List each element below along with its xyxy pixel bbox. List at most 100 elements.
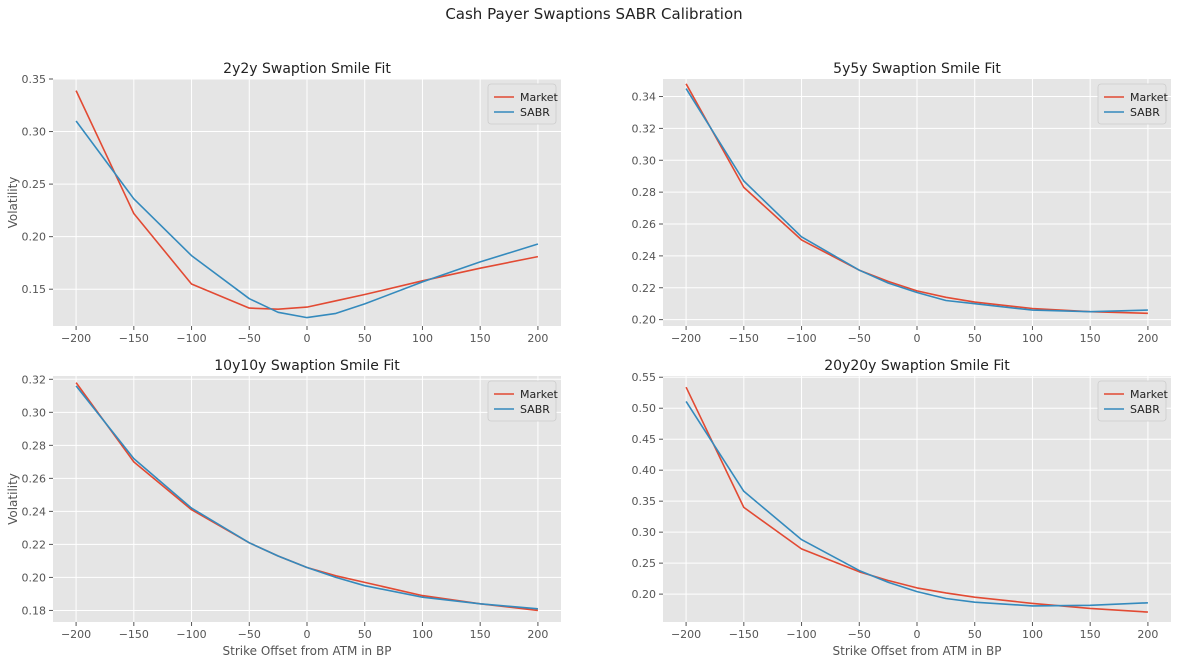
y-tick-label: 0.26 [632,218,657,231]
x-axis-label: Strike Offset from ATM in BP [223,644,392,658]
y-tick-label: 0.50 [632,402,657,415]
legend-box [1097,83,1167,125]
legend-box [1097,380,1167,422]
legend-label-market: Market [1130,91,1168,104]
y-tick-label: 0.24 [22,505,47,518]
y-tick-label: 0.55 [632,371,657,384]
chart-panel-4: −200 −150 −100 −50 0 50 100 150 200 0.20 0.25 0.30 0… [632,358,1171,658]
legend-label-sabr: SABR [520,403,550,416]
y-tick-label: 0.22 [632,282,657,295]
legend-label-market: Market [520,91,558,104]
x-tick-label: −150 [119,628,149,641]
x-tick-label: −200 [671,628,701,641]
y-tick-label: 0.22 [22,538,47,551]
x-tick-label: −50 [238,628,261,641]
x-tick-label: −200 [61,628,91,641]
x-tick-label: −100 [786,332,816,345]
y-tick-label: 0.26 [22,472,47,485]
y-axis-label: Volatility [6,473,20,525]
y-tick-label: 0.20 [22,231,47,244]
y-tick-label: 0.40 [632,464,657,477]
legend: Market SABR [487,83,558,125]
y-tick-label: 0.32 [632,122,657,135]
legend-label-sabr: SABR [1130,106,1160,119]
x-tick-label: 0 [304,628,311,641]
y-tick-label: 0.35 [632,495,657,508]
y-tick-label: 0.32 [22,373,47,386]
series-line-market [75,90,539,311]
y-tick-label: 0.18 [22,604,47,617]
series-line-sabr [685,88,1148,313]
x-tick-label: 100 [1022,332,1043,345]
figure-suptitle: Cash Payer Swaptions SABR Calibration [445,5,742,23]
series-line-sabr [75,120,539,319]
legend: Market SABR [1097,83,1168,125]
x-tick-label: −200 [671,332,701,345]
x-tick-label: −50 [848,332,871,345]
chart-panel-1: −200 −150 −100 −50 0 50 100 150 200 0.15 0.20 0.25 0… [6,61,561,345]
y-tick-label: 0.35 [22,73,47,86]
x-tick-label: 0 [304,332,311,345]
y-tick-label: 0.34 [632,91,657,104]
y-tick-label: 0.20 [632,588,657,601]
x-tick-label: 150 [470,332,491,345]
y-tick-label: 0.30 [632,526,657,539]
x-tick-label: 200 [1137,628,1158,641]
legend: Market SABR [1097,380,1168,422]
x-tick-label: −100 [786,628,816,641]
x-tick-label: 50 [358,332,372,345]
y-tick-label: 0.45 [632,433,657,446]
y-tick-label: 0.30 [22,126,47,139]
legend-label-sabr: SABR [1130,403,1160,416]
y-tick-label: 0.15 [22,283,47,296]
x-tick-label: 150 [1080,628,1101,641]
y-tick-label: 0.24 [632,250,657,263]
x-tick-label: 50 [968,332,982,345]
x-tick-label: 100 [412,628,433,641]
x-tick-label: 100 [1022,628,1043,641]
chart-title: 5y5y Swaption Smile Fit [833,61,1001,77]
x-tick-label: 100 [412,332,433,345]
x-tick-label: 50 [358,628,372,641]
series-line-sabr [75,385,538,610]
series-line-market [685,83,1148,315]
legend: Market SABR [487,380,558,422]
x-tick-label: 50 [968,628,982,641]
legend-label-market: Market [1130,388,1168,401]
legend-box [487,380,557,422]
x-tick-label: −150 [729,628,759,641]
y-tick-label: 0.30 [632,154,657,167]
x-tick-label: −100 [176,628,206,641]
series-line-sabr [685,400,1148,607]
x-axis-label: Strike Offset from ATM in BP [833,644,1002,658]
x-tick-label: −100 [176,332,206,345]
chart-panel-2: −200 −150 −100 −50 0 50 100 150 200 0.20 0.22 0.24 0… [632,61,1171,345]
y-tick-label: 0.30 [22,406,47,419]
x-tick-label: −50 [238,332,261,345]
legend-label-market: Market [520,388,558,401]
y-tick-label: 0.25 [22,178,47,191]
x-tick-label: 150 [1080,332,1101,345]
y-tick-label: 0.28 [632,186,657,199]
chart-title: 10y10y Swaption Smile Fit [214,358,400,374]
chart-title: 20y20y Swaption Smile Fit [824,358,1010,374]
y-tick-label: 0.20 [632,314,657,327]
x-tick-label: 150 [470,628,491,641]
x-tick-label: −150 [729,332,759,345]
legend-box [487,83,557,125]
y-tick-label: 0.28 [22,439,47,452]
x-tick-label: −150 [119,332,149,345]
x-tick-label: 200 [1137,332,1158,345]
x-tick-label: 200 [527,628,548,641]
chart-panel-3: −200 −150 −100 −50 0 50 100 150 200 0.18 0.20 0.22 0… [6,358,561,658]
chart-title: 2y2y Swaption Smile Fit [223,61,391,77]
x-tick-label: 0 [914,332,921,345]
x-tick-label: 200 [527,332,548,345]
y-tick-label: 0.25 [632,557,657,570]
x-tick-label: −50 [848,628,871,641]
y-tick-label: 0.20 [22,571,47,584]
legend-label-sabr: SABR [520,106,550,119]
x-tick-label: 0 [914,628,921,641]
x-tick-label: −200 [61,332,91,345]
